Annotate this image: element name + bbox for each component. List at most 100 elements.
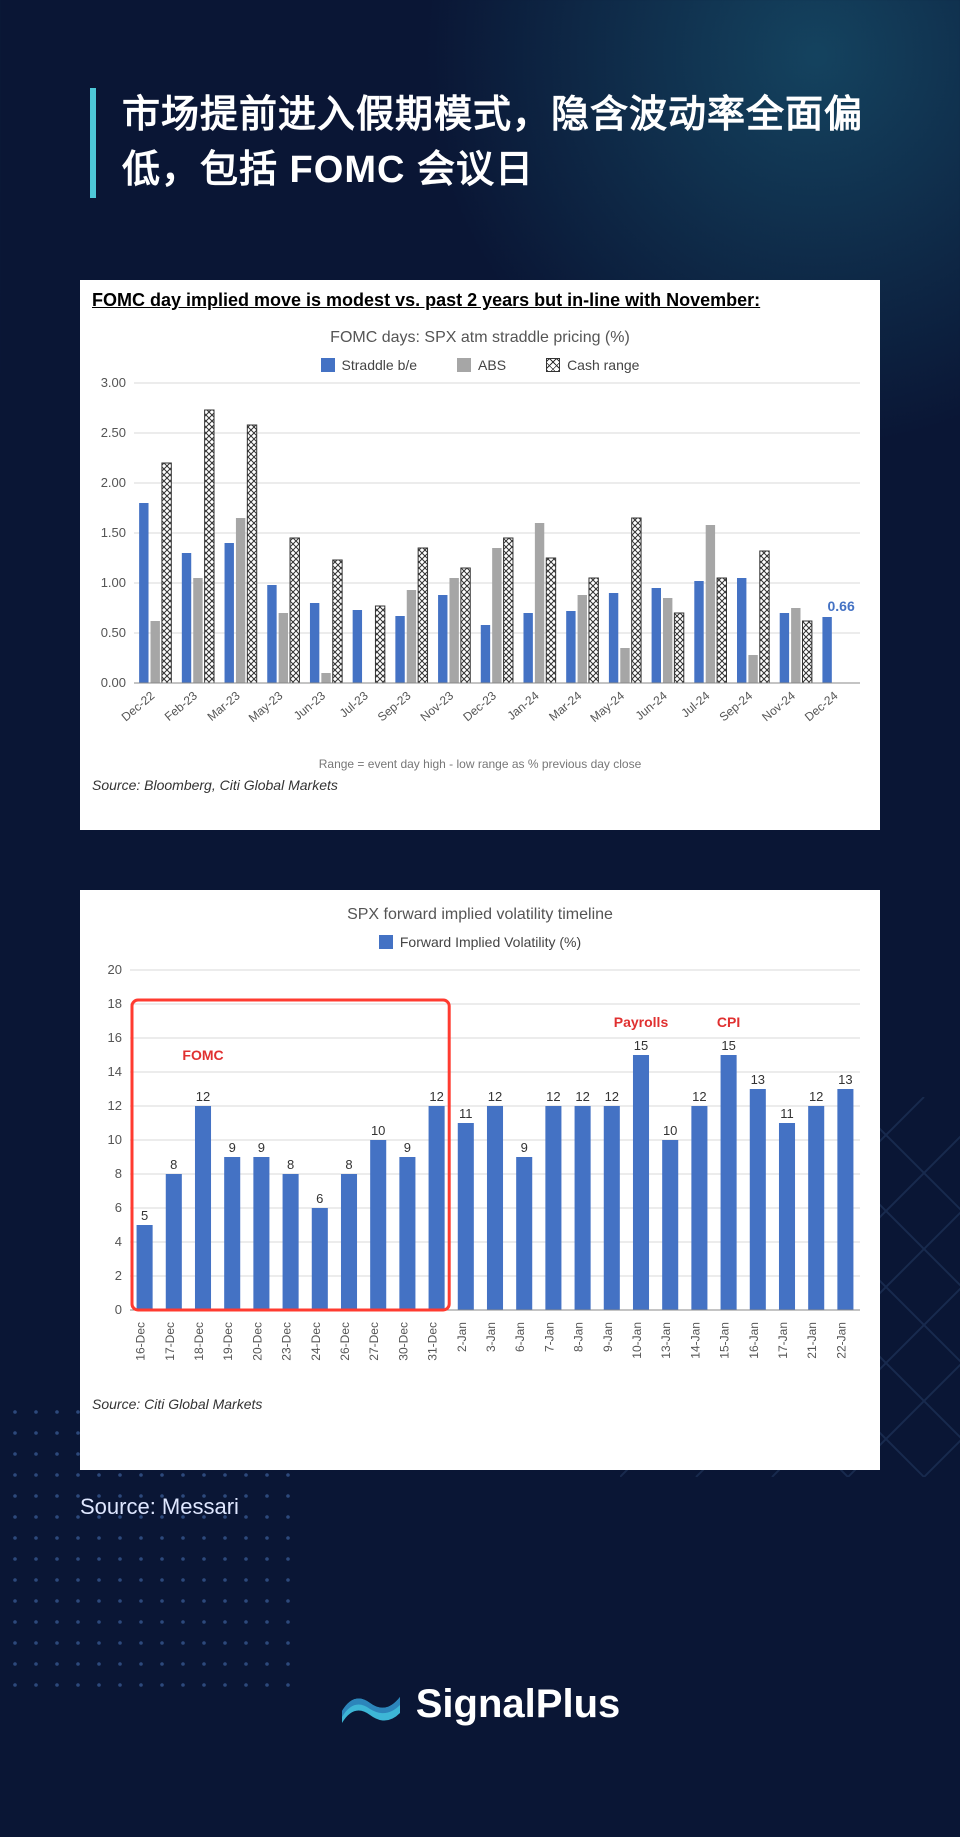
brand-logo: SignalPlus bbox=[0, 1682, 960, 1727]
svg-text:12: 12 bbox=[546, 1089, 560, 1104]
page-heading-block: 市场提前进入假期模式，隐含波动率全面偏低，包括 FOMC 会议日 bbox=[90, 88, 890, 198]
chart2-plot-wrap: 0246810121416182058129986810912111291212… bbox=[80, 950, 880, 1390]
chart1-legend: Straddle b/e ABS Cash range bbox=[80, 357, 880, 373]
svg-text:20-Dec: 20-Dec bbox=[250, 1322, 264, 1361]
svg-text:7-Jan: 7-Jan bbox=[542, 1322, 556, 1352]
svg-text:18-Dec: 18-Dec bbox=[192, 1322, 206, 1361]
legend-item: Forward Implied Volatility (%) bbox=[379, 934, 581, 950]
chart1-source: Source: Bloomberg, Citi Global Markets bbox=[80, 771, 880, 803]
svg-text:Jul-23: Jul-23 bbox=[337, 688, 371, 720]
svg-text:9: 9 bbox=[258, 1140, 265, 1155]
legend-swatch-fiv bbox=[379, 935, 393, 949]
legend-swatch-cash bbox=[546, 358, 560, 372]
svg-text:Nov-23: Nov-23 bbox=[418, 688, 457, 724]
svg-text:May-23: May-23 bbox=[246, 688, 286, 725]
svg-text:16-Jan: 16-Jan bbox=[747, 1322, 761, 1359]
svg-text:18: 18 bbox=[108, 996, 122, 1011]
svg-text:FOMC: FOMC bbox=[182, 1047, 223, 1063]
chart2-subtitle: SPX forward implied volatility timeline bbox=[80, 890, 880, 924]
chart-panel-fomc-straddle: FOMC day implied move is modest vs. past… bbox=[80, 280, 880, 830]
svg-text:5: 5 bbox=[141, 1208, 148, 1223]
svg-text:9: 9 bbox=[404, 1140, 411, 1155]
svg-text:2: 2 bbox=[115, 1268, 122, 1283]
svg-text:3-Jan: 3-Jan bbox=[484, 1322, 498, 1352]
svg-text:0.66: 0.66 bbox=[827, 598, 854, 614]
svg-text:4: 4 bbox=[115, 1234, 122, 1249]
svg-text:11: 11 bbox=[780, 1106, 794, 1121]
svg-text:27-Dec: 27-Dec bbox=[367, 1322, 381, 1361]
outer-source: Source: Messari bbox=[80, 1494, 239, 1520]
svg-text:Feb-23: Feb-23 bbox=[162, 688, 200, 723]
svg-text:13-Jan: 13-Jan bbox=[659, 1322, 673, 1359]
svg-text:26-Dec: 26-Dec bbox=[338, 1322, 352, 1361]
svg-text:21-Jan: 21-Jan bbox=[805, 1322, 819, 1359]
legend-item: Straddle b/e bbox=[321, 357, 418, 373]
chart1-svg: 0.000.501.001.502.002.503.00Dec-22Feb-23… bbox=[80, 373, 880, 753]
svg-text:15: 15 bbox=[721, 1038, 735, 1053]
svg-text:16-Dec: 16-Dec bbox=[134, 1322, 148, 1361]
svg-text:23-Dec: 23-Dec bbox=[280, 1322, 294, 1361]
svg-text:0: 0 bbox=[115, 1302, 122, 1317]
legend-label: ABS bbox=[478, 357, 506, 373]
svg-text:12: 12 bbox=[488, 1089, 502, 1104]
svg-text:2-Jan: 2-Jan bbox=[455, 1322, 469, 1352]
legend-label: Straddle b/e bbox=[342, 357, 418, 373]
svg-text:12: 12 bbox=[692, 1089, 706, 1104]
legend-item: Cash range bbox=[546, 357, 639, 373]
svg-text:14-Jan: 14-Jan bbox=[688, 1322, 702, 1359]
svg-text:9-Jan: 9-Jan bbox=[601, 1322, 615, 1352]
svg-text:19-Dec: 19-Dec bbox=[221, 1322, 235, 1361]
svg-text:8: 8 bbox=[115, 1166, 122, 1181]
svg-text:30-Dec: 30-Dec bbox=[396, 1322, 410, 1361]
svg-text:15: 15 bbox=[634, 1038, 648, 1053]
svg-text:Jun-23: Jun-23 bbox=[291, 688, 328, 723]
svg-text:12: 12 bbox=[809, 1089, 823, 1104]
svg-text:Jun-24: Jun-24 bbox=[633, 688, 670, 723]
svg-text:13: 13 bbox=[838, 1072, 852, 1087]
logo-mark-icon bbox=[340, 1683, 402, 1727]
svg-text:16: 16 bbox=[108, 1030, 122, 1045]
svg-text:13: 13 bbox=[751, 1072, 765, 1087]
svg-text:2.50: 2.50 bbox=[101, 425, 126, 440]
svg-text:10: 10 bbox=[108, 1132, 122, 1147]
svg-text:6-Jan: 6-Jan bbox=[513, 1322, 527, 1352]
chart1-title: FOMC day implied move is modest vs. past… bbox=[80, 280, 880, 311]
svg-text:Nov-24: Nov-24 bbox=[759, 688, 798, 724]
svg-text:2.00: 2.00 bbox=[101, 475, 126, 490]
svg-text:3.00: 3.00 bbox=[101, 375, 126, 390]
svg-text:9: 9 bbox=[521, 1140, 528, 1155]
svg-text:6: 6 bbox=[316, 1191, 323, 1206]
legend-swatch-straddle bbox=[321, 358, 335, 372]
svg-text:Sep-24: Sep-24 bbox=[717, 688, 756, 724]
chart2-svg: 0246810121416182058129986810912111291212… bbox=[80, 950, 880, 1390]
chart2-source: Source: Citi Global Markets bbox=[80, 1390, 880, 1422]
svg-text:10-Jan: 10-Jan bbox=[630, 1322, 644, 1359]
svg-text:Payrolls: Payrolls bbox=[614, 1014, 669, 1030]
svg-text:Jan-24: Jan-24 bbox=[505, 688, 542, 723]
chart1-footnote: Range = event day high - low range as % … bbox=[80, 757, 880, 771]
legend-label: Forward Implied Volatility (%) bbox=[400, 934, 581, 950]
svg-text:Sep-23: Sep-23 bbox=[375, 688, 414, 724]
svg-text:31-Dec: 31-Dec bbox=[426, 1322, 440, 1361]
legend-label: Cash range bbox=[567, 357, 639, 373]
svg-text:Mar-24: Mar-24 bbox=[546, 688, 584, 723]
svg-text:12: 12 bbox=[429, 1089, 443, 1104]
svg-text:9: 9 bbox=[229, 1140, 236, 1155]
legend-swatch-abs bbox=[457, 358, 471, 372]
svg-text:17-Jan: 17-Jan bbox=[776, 1322, 790, 1359]
svg-text:8: 8 bbox=[170, 1157, 177, 1172]
svg-text:Dec-24: Dec-24 bbox=[802, 688, 841, 724]
svg-text:17-Dec: 17-Dec bbox=[163, 1322, 177, 1361]
svg-text:11: 11 bbox=[459, 1106, 473, 1121]
svg-text:Dec-22: Dec-22 bbox=[119, 688, 158, 724]
svg-text:May-24: May-24 bbox=[587, 688, 627, 725]
logo-text: SignalPlus bbox=[416, 1682, 621, 1727]
chart2-legend: Forward Implied Volatility (%) bbox=[80, 934, 880, 950]
svg-text:12: 12 bbox=[108, 1098, 122, 1113]
svg-text:CPI: CPI bbox=[717, 1014, 740, 1030]
svg-text:10: 10 bbox=[663, 1123, 677, 1138]
svg-text:Jul-24: Jul-24 bbox=[678, 688, 712, 720]
svg-text:12: 12 bbox=[196, 1089, 210, 1104]
svg-text:14: 14 bbox=[108, 1064, 122, 1079]
svg-text:8-Jan: 8-Jan bbox=[572, 1322, 586, 1352]
